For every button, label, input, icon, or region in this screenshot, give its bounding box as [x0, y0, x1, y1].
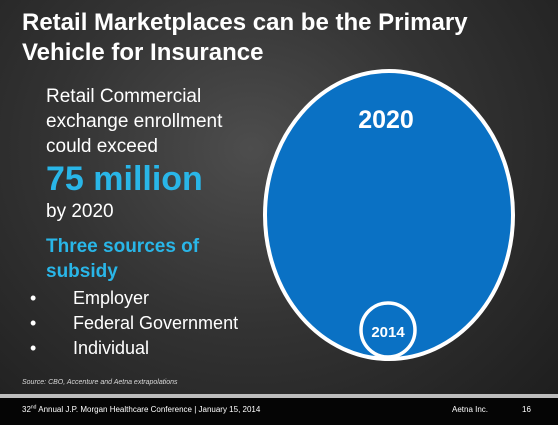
bullet-icon: •	[30, 313, 37, 333]
left-column: Retail Commercial exchange enrollment co…	[30, 84, 306, 361]
subsidy-heading-line: Three sources of	[46, 236, 200, 257]
circle-2014	[359, 301, 417, 359]
subsidy-item-label: Individual	[73, 338, 150, 358]
slide-title: Retail Marketplaces can be the Primary V…	[22, 9, 468, 66]
source-note: Source: CBO, Accenture and Aetna extrapo…	[22, 379, 178, 386]
intro-line: exchange enrollment	[46, 111, 223, 132]
subsidy-item-label: Federal Government	[73, 313, 239, 333]
footer-ordinal-suffix: nd	[30, 404, 37, 411]
subsidy-item-label: Employer	[73, 288, 150, 308]
bullet-icon: •	[30, 288, 37, 308]
subsidy-heading: Three sources of subsidy	[46, 234, 306, 284]
footer-bar	[0, 398, 558, 425]
footer-company: Aetna Inc.	[452, 405, 489, 414]
footer-conference: 32nd Annual J.P. Morgan Healthcare Confe…	[22, 405, 260, 414]
subsidy-item: • Individual	[28, 336, 306, 361]
label-2020: 2020	[358, 106, 414, 134]
bullet-icon: •	[30, 338, 37, 358]
page-number: 16	[522, 405, 531, 414]
label-2014: 2014	[371, 324, 405, 341]
by-year-text: by 2020	[46, 201, 114, 222]
footer-divider	[0, 394, 558, 398]
enrollment-figure: 75 million	[46, 160, 203, 198]
footer-ordinal-number: 32	[22, 405, 31, 414]
footer-conference-text: Annual J.P. Morgan Healthcare Conference…	[36, 405, 261, 414]
intro-text: Retail Commercial exchange enrollment co…	[46, 84, 306, 159]
subsidy-heading-line: subsidy	[46, 261, 118, 282]
subsidy-item: • Federal Government	[28, 311, 306, 336]
subsidy-item: • Employer	[28, 286, 306, 311]
subsidy-list: • Employer • Federal Government • Indivi…	[28, 286, 306, 361]
intro-line: could exceed	[46, 136, 158, 157]
intro-line: Retail Commercial	[46, 86, 202, 107]
